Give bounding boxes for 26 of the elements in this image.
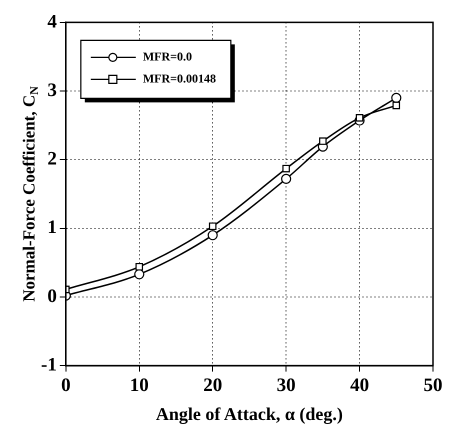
point <box>391 92 402 104</box>
x-tick-label: 50 <box>424 374 442 396</box>
point <box>208 222 216 230</box>
x-tick-label: 0 <box>61 374 71 396</box>
x-axis-title: Angle of Attack, α (deg.) <box>156 404 343 424</box>
y-tick-label: 3 <box>47 80 57 101</box>
y-tick-label: 0 <box>47 286 57 307</box>
x-tick-label: 40 <box>350 374 370 396</box>
point <box>208 230 218 240</box>
point <box>319 137 327 145</box>
y-tick-label: 2 <box>47 148 57 170</box>
x-tick-label: 20 <box>203 374 222 396</box>
y-tick-label: 4 <box>47 11 58 32</box>
legend-label: MFR=0.0 <box>142 49 192 64</box>
y-tick-label: 1 <box>47 217 57 238</box>
point <box>134 269 144 280</box>
point <box>392 102 400 110</box>
point <box>356 114 364 122</box>
point <box>135 262 144 271</box>
y-tick-label: -1 <box>41 354 57 376</box>
point <box>281 174 292 184</box>
x-tick-label: 10 <box>130 374 149 396</box>
legend-label: MFR=0.00148 <box>142 71 216 86</box>
y-axis-title: Normal-Force Coefficient, CN <box>19 86 42 302</box>
x-tick-label: 30 <box>276 374 296 396</box>
point <box>282 164 290 172</box>
